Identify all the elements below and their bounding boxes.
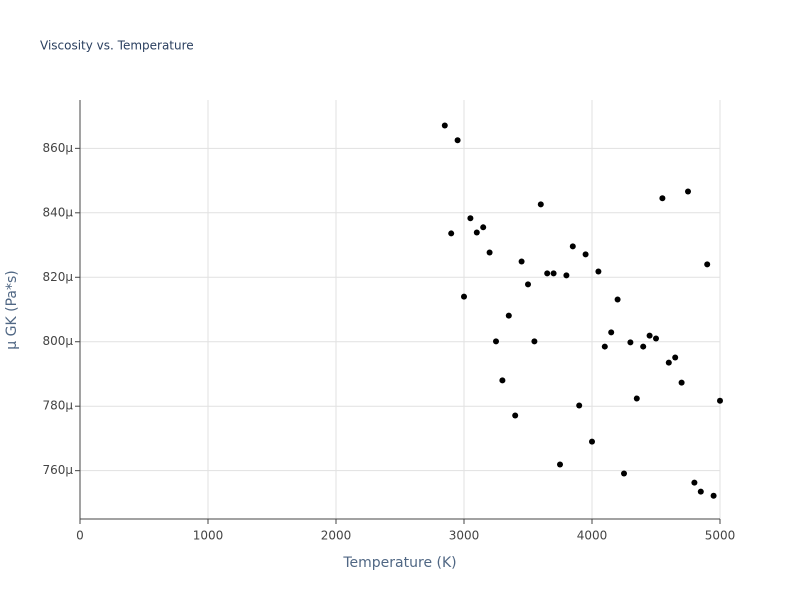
x-tick-label: 4000: [577, 529, 608, 543]
point: [563, 272, 570, 279]
point: [461, 293, 467, 300]
y-tick-label: 800μ: [42, 334, 73, 348]
point: [550, 270, 557, 277]
point: [685, 188, 691, 195]
point: [717, 397, 723, 404]
point: [640, 343, 647, 350]
point: [544, 270, 551, 277]
point: [614, 296, 621, 303]
point: [531, 338, 538, 345]
point: [454, 137, 461, 144]
point: [493, 338, 499, 345]
point: [653, 335, 659, 342]
point: [576, 402, 583, 409]
point: [627, 339, 634, 346]
point: [518, 258, 525, 265]
point: [646, 332, 653, 339]
point: [633, 395, 640, 402]
point: [480, 224, 487, 231]
point: [525, 281, 531, 288]
point: [467, 215, 474, 222]
x-tick-label: 2000: [321, 529, 352, 543]
point: [486, 249, 493, 256]
x-tick-label: 0: [76, 529, 84, 543]
point: [582, 251, 589, 258]
point: [659, 195, 666, 202]
point: [678, 379, 685, 386]
y-tick-label: 840μ: [42, 205, 73, 219]
point: [557, 461, 563, 468]
x-tick-label: 1000: [193, 529, 224, 543]
point: [691, 479, 698, 486]
point: [569, 243, 576, 250]
point: [710, 492, 717, 499]
point: [704, 261, 711, 268]
y-tick-label: 780μ: [42, 399, 73, 413]
chart-title: Viscosity vs. Temperature: [40, 39, 194, 53]
x-tick-label: 3000: [449, 529, 480, 543]
point: [621, 470, 627, 477]
point: [473, 229, 480, 236]
point: [537, 201, 544, 208]
point: [672, 354, 679, 361]
point: [697, 488, 704, 495]
point: [608, 329, 615, 336]
point: [589, 438, 595, 445]
x-axis-label: Temperature (K): [342, 555, 456, 571]
y-tick-label: 760μ: [42, 463, 73, 477]
x-tick-label: 5000: [705, 529, 736, 543]
point: [499, 377, 506, 384]
y-axis-label: μ GK (Pa*s): [4, 270, 20, 349]
point: [665, 359, 672, 366]
point: [505, 312, 512, 319]
point: [448, 230, 455, 237]
y-tick-label: 820μ: [42, 270, 73, 284]
point: [595, 268, 602, 275]
point: [512, 412, 519, 419]
point: [441, 122, 448, 129]
point: [601, 343, 608, 350]
y-tick-label: 860μ: [42, 141, 73, 155]
